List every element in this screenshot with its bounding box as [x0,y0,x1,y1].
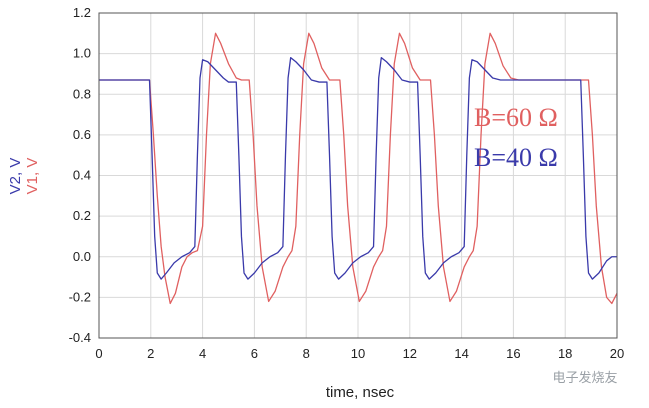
y-tick-label: 0.4 [73,168,91,183]
y-tick-label: 0.8 [73,86,91,101]
x-tick-label: 10 [351,346,365,361]
x-tick-label: 0 [95,346,102,361]
y-tick-label: 0.2 [73,208,91,223]
y-tick-label: 1.2 [73,5,91,20]
plot-frame [98,12,618,339]
y-axis-label-v2: V2, V [7,158,24,195]
legend-label-b60: B=60 Ω [474,103,558,132]
y-tick-label: -0.4 [69,330,91,345]
x-tick-label: 16 [506,346,520,361]
x-tick-label: 14 [454,346,468,361]
y-tick-label: 0.6 [73,127,91,142]
x-tick-label: 8 [303,346,310,361]
x-axis-ticks: 0 2 4 6 8 10 12 14 16 18 20 [95,346,624,361]
y-tick-label: 0.0 [73,249,91,264]
y-axis-ticks: -0.4 -0.2 0.0 0.2 0.4 0.6 0.8 1.0 1.2 [69,5,91,345]
watermark-text: 电子发烧友 [552,370,617,386]
x-axis-label: time, nsec [326,384,395,401]
y-axis-label-v1: V1, V [24,158,41,195]
legend-label-b40: B=40 Ω [474,143,558,172]
y-tick-label: -0.2 [69,289,91,304]
x-tick-label: 12 [403,346,417,361]
x-tick-label: 6 [251,346,258,361]
series-lines [99,32,618,305]
x-tick-label: 20 [610,346,624,361]
x-tick-label: 2 [147,346,154,361]
series-line-b60 [99,32,618,305]
series-line-b40 [99,57,617,280]
x-tick-label: 18 [558,346,572,361]
y-tick-label: 1.0 [73,46,91,61]
x-tick-label: 4 [199,346,206,361]
